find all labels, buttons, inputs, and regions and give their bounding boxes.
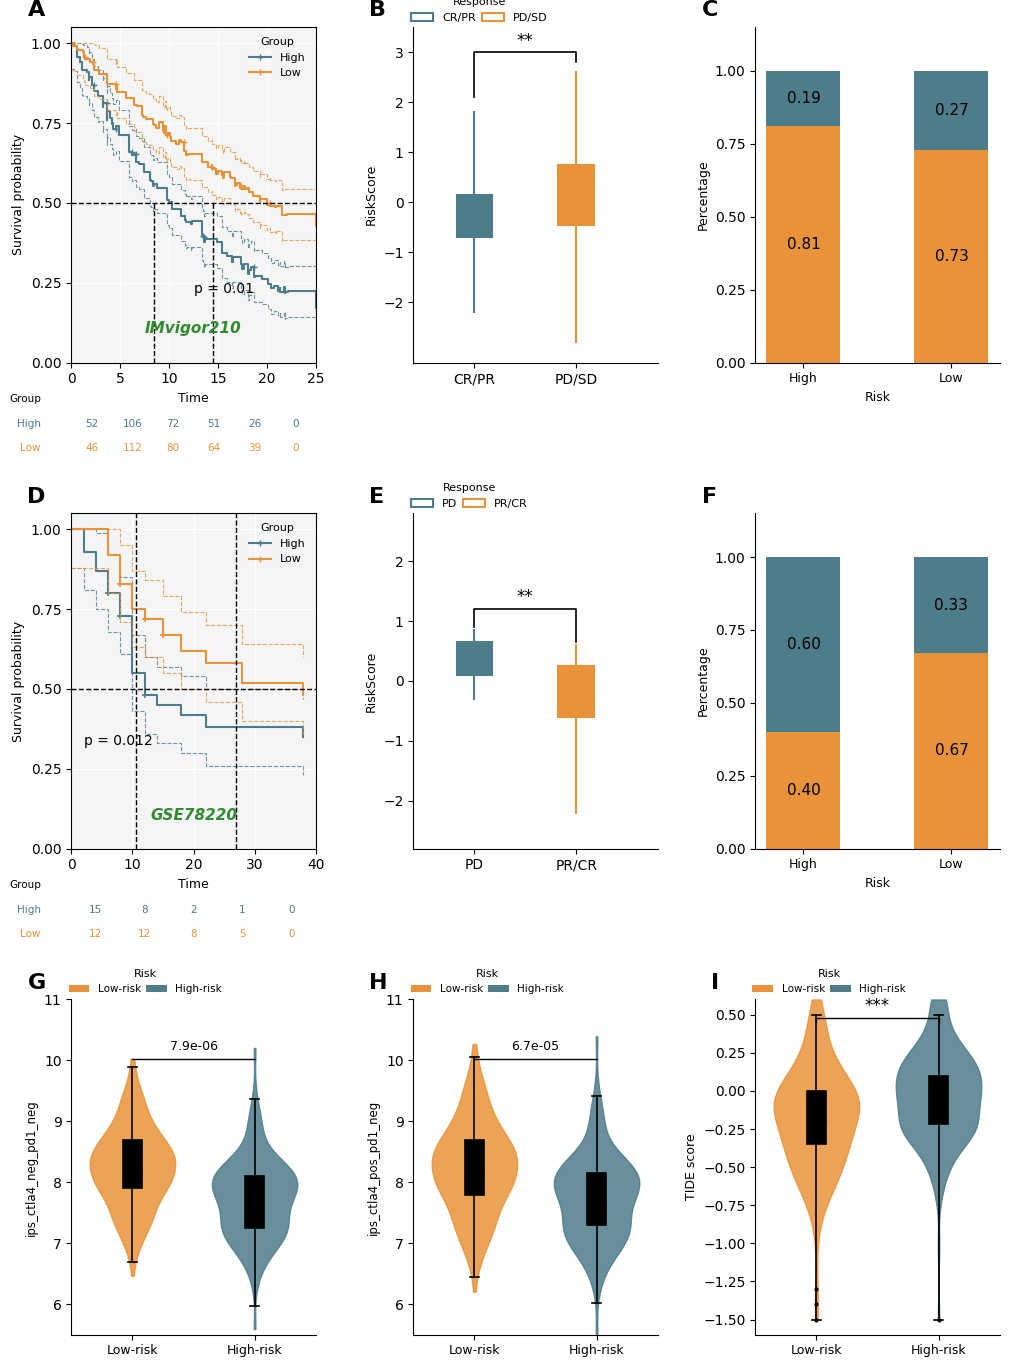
Text: 15: 15 [89,904,102,915]
PathPatch shape [457,195,492,237]
Bar [914,557,987,654]
X-axis label: Risk: Risk [864,877,890,889]
Text: 0: 0 [287,929,294,940]
Text: 112: 112 [122,443,143,454]
Text: **: ** [517,588,533,606]
Text: 8: 8 [142,904,148,915]
PathPatch shape [465,1140,483,1194]
X-axis label: Time: Time [178,878,209,891]
Text: F: F [701,486,716,507]
Legend: High, Low: High, Low [245,519,310,569]
Text: 26: 26 [248,418,261,429]
Y-axis label: ips_ctla4_pos_pd1_neg: ips_ctla4_pos_pd1_neg [367,1099,380,1235]
PathPatch shape [587,1173,605,1224]
Legend: High, Low: High, Low [245,33,310,83]
X-axis label: Time: Time [178,392,209,405]
Text: GSE78220: GSE78220 [150,808,236,823]
Text: 0.60: 0.60 [786,637,819,652]
Text: 6.7e-05: 6.7e-05 [511,1041,559,1053]
Text: 0.40: 0.40 [786,783,819,798]
Y-axis label: TIDE score: TIDE score [684,1133,697,1200]
Text: C: C [701,0,717,20]
Text: B: B [369,0,386,20]
Y-axis label: ips_ctla4_neg_pd1_neg: ips_ctla4_neg_pd1_neg [25,1099,39,1235]
Text: Group: Group [9,880,41,891]
Text: 0.73: 0.73 [933,249,967,264]
Text: 0: 0 [287,904,294,915]
Text: High: High [16,904,41,915]
Text: 0.33: 0.33 [933,598,967,613]
Text: 12: 12 [138,929,151,940]
Bar [765,557,840,731]
Text: 5: 5 [238,929,246,940]
Text: 0.81: 0.81 [786,237,819,252]
Bar [765,127,840,362]
PathPatch shape [557,666,593,716]
Text: ***: *** [864,997,890,1015]
Text: 39: 39 [248,443,261,454]
Text: 8: 8 [190,929,197,940]
Legend: Low-risk, High-risk: Low-risk, High-risk [406,964,568,998]
Text: Group: Group [9,394,41,405]
Y-axis label: RiskScore: RiskScore [364,165,377,226]
Y-axis label: Survival probability: Survival probability [12,135,25,256]
Text: 0.19: 0.19 [786,91,819,106]
Text: **: ** [517,31,533,50]
PathPatch shape [557,165,593,225]
PathPatch shape [928,1076,947,1125]
Legend: Low-risk, High-risk: Low-risk, High-risk [64,964,226,998]
Text: D: D [28,486,46,507]
Y-axis label: RiskScore: RiskScore [364,651,377,711]
Text: 0: 0 [291,418,299,429]
Y-axis label: Percentage: Percentage [696,646,708,716]
Text: 0: 0 [291,443,299,454]
Text: Low: Low [20,929,41,940]
Text: 0.27: 0.27 [933,102,967,118]
PathPatch shape [806,1091,824,1144]
Text: H: H [369,972,387,993]
Bar [914,150,987,362]
Text: 1: 1 [238,904,246,915]
Text: 80: 80 [166,443,179,454]
Text: Low: Low [20,443,41,454]
Text: E: E [369,486,384,507]
Text: 2: 2 [190,904,197,915]
Text: 46: 46 [85,443,98,454]
Legend: CR/PR, PD/SD: CR/PR, PD/SD [407,0,551,27]
Text: 7.9e-06: 7.9e-06 [169,1041,217,1053]
Legend: PD, PR/CR: PD, PR/CR [407,478,532,513]
PathPatch shape [457,642,492,676]
Text: I: I [710,972,718,993]
PathPatch shape [123,1140,142,1189]
Text: 51: 51 [207,418,220,429]
Text: 52: 52 [85,418,98,429]
Text: p = 0.012: p = 0.012 [84,734,152,748]
PathPatch shape [246,1177,264,1229]
Bar [765,71,840,127]
Bar [914,71,987,150]
Legend: Low-risk, High-risk: Low-risk, High-risk [748,964,909,998]
Text: 72: 72 [166,418,179,429]
Text: IMvigor210: IMvigor210 [145,321,242,336]
Text: 0.67: 0.67 [933,744,967,759]
Text: A: A [28,0,45,20]
Text: High: High [16,418,41,429]
Text: p = 0.01: p = 0.01 [194,282,254,296]
Y-axis label: Percentage: Percentage [696,159,708,230]
Bar [914,654,987,849]
Text: 12: 12 [89,929,102,940]
Y-axis label: Survival probability: Survival probability [12,621,25,741]
Text: 64: 64 [207,443,220,454]
Bar [765,731,840,849]
Text: 106: 106 [122,418,143,429]
X-axis label: Risk: Risk [864,391,890,403]
Text: G: G [28,972,46,993]
